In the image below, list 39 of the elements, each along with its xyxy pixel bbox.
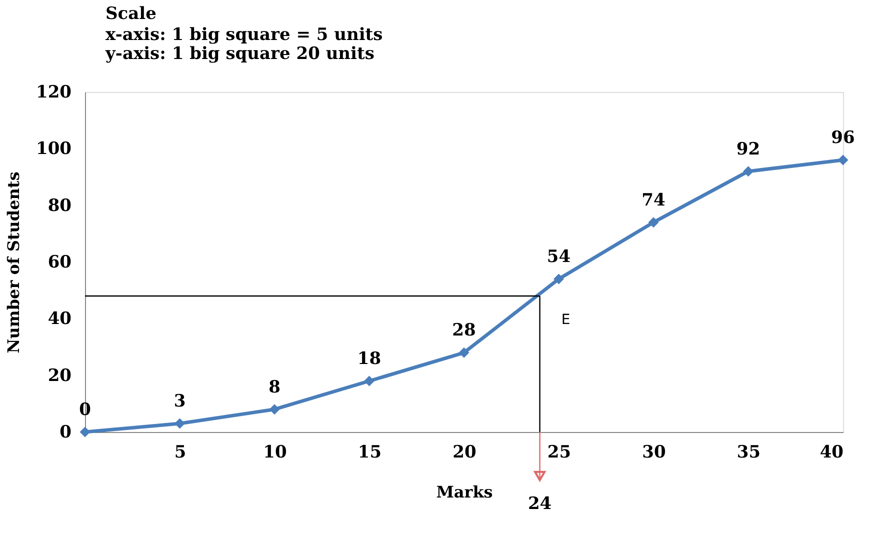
y-tick-label: 0 bbox=[60, 422, 72, 442]
chart-subtitle: x-axis: 1 big square = 5 units y-axis: 1 big square 20 units bbox=[104, 25, 383, 64]
x-tick-label: 20 bbox=[452, 442, 476, 462]
data-label: 18 bbox=[357, 349, 382, 369]
data-label: 28 bbox=[452, 320, 476, 341]
point bbox=[554, 274, 564, 284]
x-tick-label: 30 bbox=[642, 442, 666, 462]
x-axis-title: Marks bbox=[436, 482, 493, 502]
annotation: E bbox=[561, 312, 570, 328]
y-axis-title: Number of Students bbox=[4, 172, 24, 354]
y-tick-label: 20 bbox=[48, 366, 72, 386]
point bbox=[648, 217, 659, 228]
point bbox=[838, 154, 848, 166]
x-tick-label: 5 bbox=[174, 442, 186, 462]
point bbox=[458, 347, 470, 358]
x-tick-label: 10 bbox=[263, 442, 287, 462]
x-tick-label: 25 bbox=[547, 442, 572, 462]
point bbox=[269, 404, 280, 415]
point bbox=[364, 376, 374, 386]
data-label: 3 bbox=[174, 392, 186, 412]
y-tick-label: 120 bbox=[36, 82, 72, 102]
y-tick-label: 40 bbox=[48, 309, 72, 330]
data-label: 92 bbox=[736, 139, 760, 160]
y-tick-label: 100 bbox=[36, 139, 72, 160]
x-tick-label: 15 bbox=[358, 442, 382, 462]
data-label: 96 bbox=[831, 128, 855, 148]
data-label: 54 bbox=[546, 247, 571, 267]
x-tick-label: 40 bbox=[820, 442, 844, 462]
x-tick-label: 35 bbox=[736, 442, 761, 462]
point bbox=[80, 426, 90, 438]
ref-line-label: 24 bbox=[528, 494, 552, 514]
chart-title: Scale bbox=[106, 4, 157, 24]
data-label: 8 bbox=[268, 377, 280, 398]
point bbox=[743, 166, 754, 177]
y-tick-label: 80 bbox=[48, 196, 72, 216]
point bbox=[174, 418, 185, 429]
data-label: 74 bbox=[642, 190, 666, 210]
data-label: 0 bbox=[79, 400, 92, 420]
y-tick-label: 60 bbox=[48, 252, 72, 272]
